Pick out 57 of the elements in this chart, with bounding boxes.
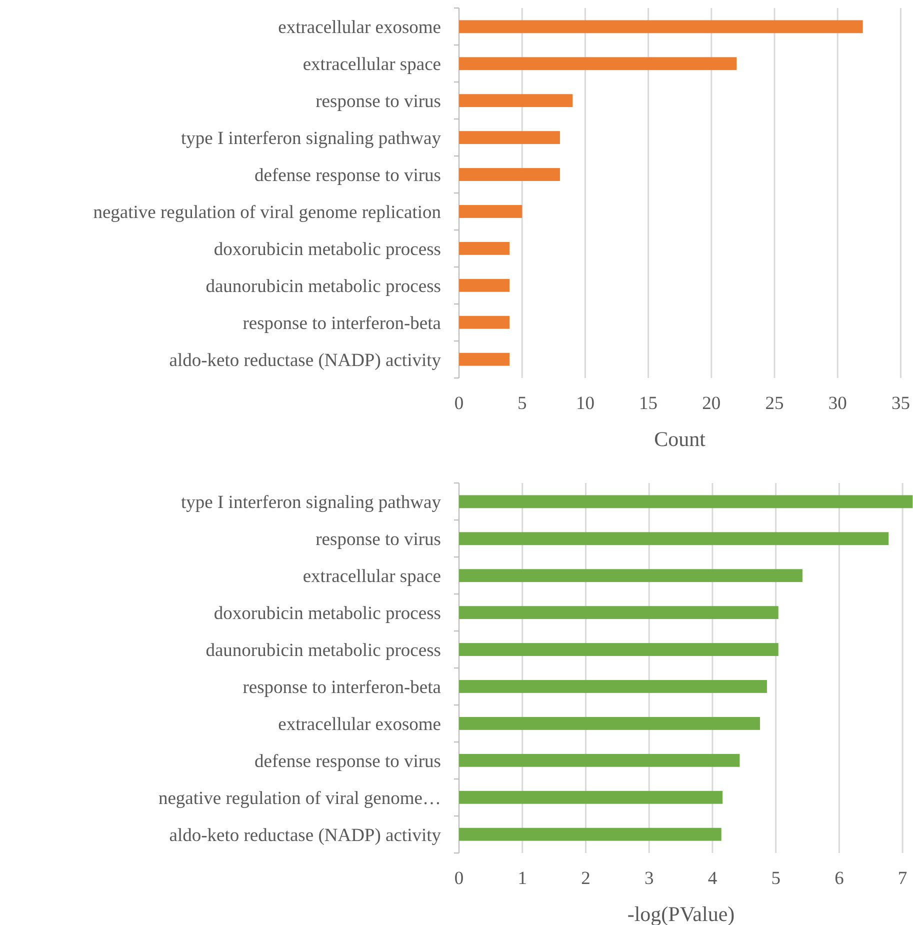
bar bbox=[459, 278, 510, 292]
y-tick-label: response to virus bbox=[316, 530, 441, 550]
y-tick-label: doxorubicin metabolic process bbox=[214, 604, 441, 624]
x-tick-label: 0 bbox=[454, 394, 464, 414]
x-tick-label: 3 bbox=[644, 869, 654, 889]
y-tick-label: type I interferon signaling pathway bbox=[181, 129, 442, 150]
bar bbox=[459, 606, 778, 620]
bar bbox=[459, 94, 573, 108]
bar bbox=[459, 643, 778, 656]
y-tick-label: daunorubicin metabolic process bbox=[206, 276, 441, 297]
bar bbox=[459, 131, 560, 144]
bar bbox=[459, 680, 767, 693]
bar bbox=[459, 790, 723, 804]
x-tick-label: 2 bbox=[581, 869, 590, 889]
y-tick-label: extracellular exosome bbox=[278, 18, 441, 38]
y-tick-label: extracellular space bbox=[302, 567, 441, 588]
y-tick-label: defense response to virus bbox=[254, 752, 441, 772]
bar bbox=[459, 316, 510, 329]
y-tick-label: response to virus bbox=[316, 92, 441, 112]
y-tick-label: type I interferon signaling pathway bbox=[181, 493, 442, 514]
x-tick-label: 5 bbox=[517, 394, 527, 414]
x-tick-label: 15 bbox=[639, 394, 658, 414]
y-tick-label: negative regulation of viral genome replication bbox=[93, 202, 441, 223]
bar bbox=[459, 716, 760, 730]
y-tick-label: negative regulation of viral genome… bbox=[158, 788, 441, 809]
bar bbox=[459, 532, 889, 546]
y-tick-label: daunorubicin metabolic process bbox=[206, 640, 441, 661]
y-tick-label: aldo-keto reductase (NADP) activity bbox=[169, 350, 442, 371]
bar bbox=[459, 57, 737, 70]
y-tick-label: extracellular space bbox=[302, 55, 441, 76]
bar bbox=[459, 168, 560, 181]
bar bbox=[459, 205, 522, 218]
x-tick-label: 5 bbox=[771, 869, 780, 889]
x-tick-label: 30 bbox=[828, 394, 847, 414]
bar bbox=[459, 754, 740, 767]
x-tick-label: 20 bbox=[702, 394, 721, 414]
bar bbox=[459, 242, 510, 255]
x-axis-title: Count bbox=[654, 427, 706, 451]
x-tick-label: 4 bbox=[708, 869, 718, 889]
y-tick-label: aldo-keto reductase (NADP) activity bbox=[169, 826, 442, 846]
bar bbox=[459, 495, 913, 508]
y-tick-label: defense response to virus bbox=[254, 166, 441, 186]
bar bbox=[459, 828, 722, 841]
x-tick-label: 35 bbox=[891, 394, 910, 414]
y-tick-label: doxorubicin metabolic process bbox=[214, 240, 441, 260]
x-tick-label: 7 bbox=[898, 869, 908, 889]
x-tick-label: 25 bbox=[765, 394, 784, 414]
bar bbox=[459, 569, 802, 582]
y-tick-label: response to interferon-beta bbox=[242, 678, 441, 698]
x-tick-label: 10 bbox=[576, 394, 594, 414]
y-tick-label: response to interferon-beta bbox=[242, 314, 441, 334]
x-tick-label: 6 bbox=[834, 869, 844, 889]
y-tick-label: extracellular exosome bbox=[278, 714, 441, 735]
x-tick-label: 0 bbox=[454, 869, 464, 889]
x-tick-label: 1 bbox=[518, 869, 527, 889]
bar bbox=[459, 352, 510, 366]
bar bbox=[459, 20, 863, 34]
